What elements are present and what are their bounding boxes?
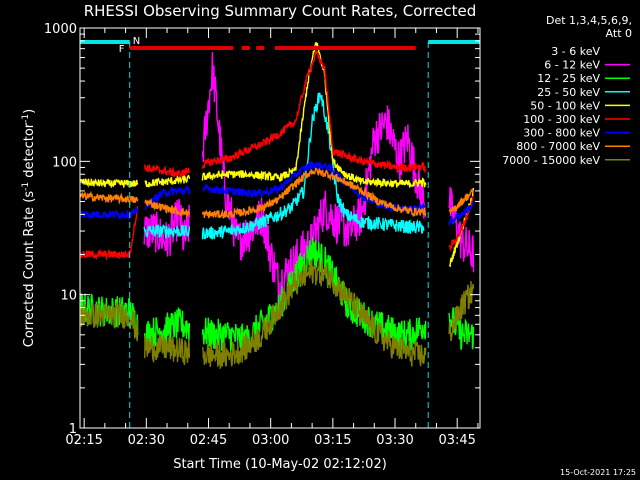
x-tick-label: 02:15	[65, 433, 102, 448]
series-line-25-50-kev	[143, 92, 425, 240]
legend-header: Det 1,3,4,5,6,9,	[546, 14, 632, 27]
y-tick-label: 10	[60, 289, 77, 304]
series-line-12-25-kev	[80, 237, 475, 356]
legend-label: 25 - 50 keV	[537, 86, 600, 99]
legend-header: Att 0	[606, 27, 632, 40]
plot-frame	[79, 27, 481, 429]
night-flag-label: N	[133, 36, 140, 47]
x-axis-label: Start Time (10-May-02 02:12:02)	[173, 457, 387, 472]
legend-label: 50 - 100 keV	[530, 99, 600, 112]
y-axis-label: Corrected Count Rate (s-1 detector-1)	[21, 109, 37, 347]
x-axis: 02:15 02:30 02:45 03:00 03:15 03:30 03:45	[65, 28, 479, 448]
x-tick-label: 03:15	[314, 433, 351, 448]
legend-label: 300 - 800 keV	[523, 127, 600, 140]
x-tick-label: 03:00	[252, 433, 289, 448]
footer-timestamp: 15-Oct-2021 17:25	[560, 468, 636, 477]
legend-label: 100 - 300 keV	[523, 113, 600, 126]
y-tick-label: 1	[69, 422, 77, 437]
series-line-50-100-kev	[80, 41, 475, 268]
y-axis-label-sup2: -1	[21, 114, 31, 123]
plot-area: NF	[80, 36, 480, 428]
legend-label: 800 - 7000 keV	[516, 140, 600, 153]
chart-title: RHESSI Observing Summary Count Rates, Co…	[84, 2, 477, 20]
series-line-800-7000-kev	[80, 167, 474, 219]
y-tick-label: 1000	[44, 22, 77, 37]
series-line-7000-15000-kev	[80, 259, 475, 369]
y-axis-label-main: Corrected Count Rate (s	[22, 191, 37, 348]
y-axis-label-end: )	[22, 109, 37, 114]
series-line-300-800-kev	[80, 160, 475, 226]
legend-label: 3 - 6 keV	[551, 45, 600, 58]
y-axis: 1 10 100 1000	[44, 22, 480, 437]
y-axis-label-sup1: -1	[21, 182, 31, 191]
x-tick-label: 02:45	[190, 433, 227, 448]
y-axis-label-mid: detector	[22, 122, 37, 182]
flare-flag-label: F	[119, 44, 125, 55]
x-tick-label: 03:45	[438, 433, 475, 448]
x-tick-label: 03:30	[376, 433, 413, 448]
x-tick-label: 02:30	[128, 433, 165, 448]
legend-label: 6 - 12 keV	[544, 59, 600, 72]
series-line-100-300-kev	[80, 50, 474, 261]
legend-label: 7000 - 15000 keV	[502, 154, 600, 167]
y-tick-label: 100	[52, 155, 77, 170]
legend-label: 12 - 25 keV	[537, 72, 600, 85]
